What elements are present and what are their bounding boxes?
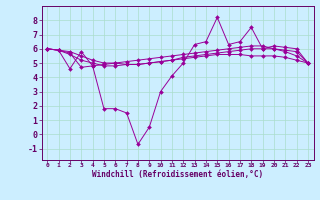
X-axis label: Windchill (Refroidissement éolien,°C): Windchill (Refroidissement éolien,°C): [92, 170, 263, 179]
